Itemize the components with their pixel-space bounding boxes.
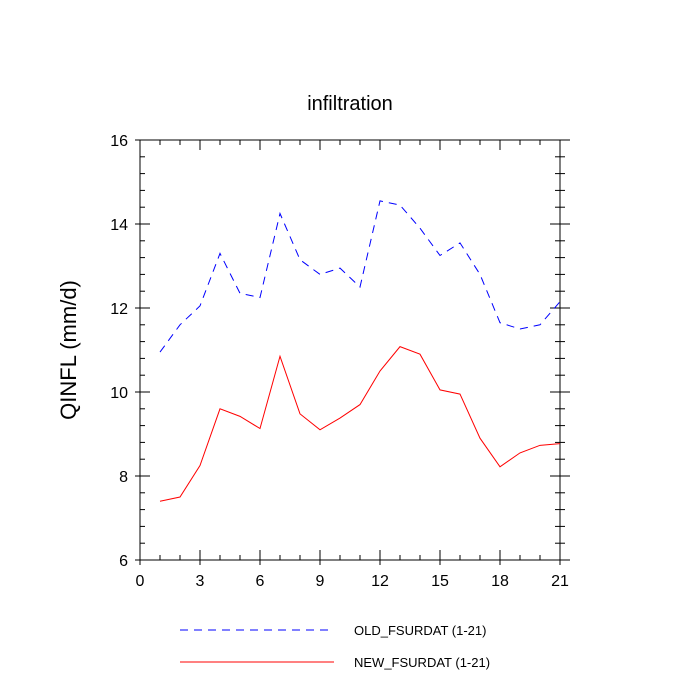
x-tick-label: 15 bbox=[431, 573, 449, 590]
x-tick-label: 3 bbox=[196, 573, 205, 590]
y-tick-label: 6 bbox=[119, 553, 128, 570]
x-tick-label: 0 bbox=[136, 573, 145, 590]
chart-title: infiltration bbox=[307, 93, 393, 115]
plot-frame bbox=[139, 139, 561, 561]
y-tick-label: 10 bbox=[110, 385, 128, 402]
x-tick-label: 6 bbox=[256, 573, 265, 590]
y-tick-label: 8 bbox=[119, 469, 128, 486]
legend-label: OLD_FSURDAT (1-21) bbox=[354, 623, 486, 638]
y-tick-label: 12 bbox=[110, 301, 128, 318]
series-line-old-fsurdat bbox=[159, 200, 561, 353]
y-axis-label: QINFL (mm/d) bbox=[56, 280, 81, 420]
legend: OLD_FSURDAT (1-21) NEW_FSURDAT (1-21) bbox=[180, 623, 490, 670]
series-layer bbox=[159, 200, 561, 502]
axis-ticks: 0 3 6 9 12 15 18 21 6 8 10 12 14 16 bbox=[110, 133, 570, 590]
x-tick-label: 12 bbox=[371, 573, 389, 590]
x-tick-label: 18 bbox=[491, 573, 509, 590]
legend-label: NEW_FSURDAT (1-21) bbox=[354, 655, 490, 670]
y-tick-label: 16 bbox=[110, 133, 128, 150]
series-line-new-fsurdat bbox=[159, 346, 561, 502]
x-tick-label: 21 bbox=[551, 573, 569, 590]
x-tick-label: 9 bbox=[316, 573, 325, 590]
y-tick-label: 14 bbox=[110, 217, 128, 234]
